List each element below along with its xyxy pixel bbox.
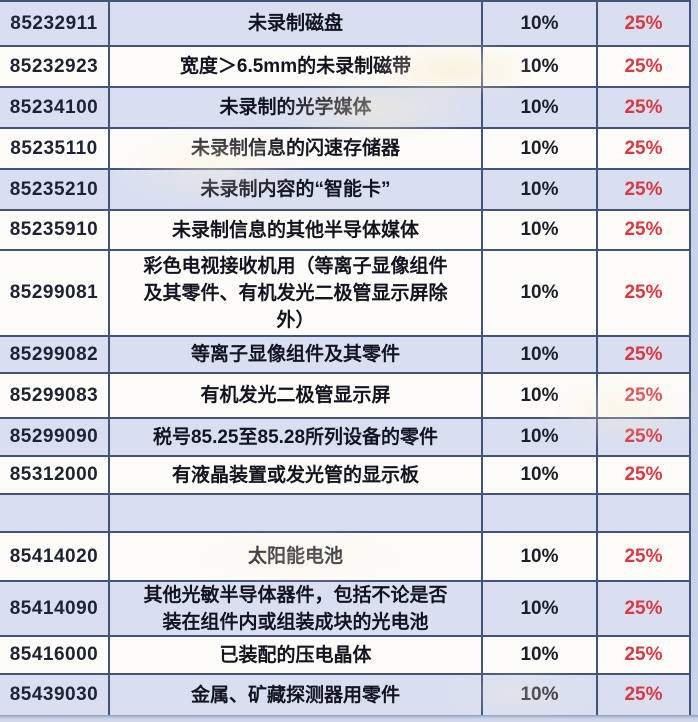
hs-code-cell: 85235910 xyxy=(0,211,110,249)
rate-before-cell: 10% xyxy=(483,2,598,45)
description-cell: 金属、矿藏探测器用零件 xyxy=(110,675,483,715)
description-cell: 等离子显像组件及其零件 xyxy=(110,337,483,372)
hs-code-cell: 85312000 xyxy=(0,457,110,493)
description-cell: 彩色电视接收机用（等离子显像组件 及其零件、有机发光二极管显示屏除 外） xyxy=(110,251,483,335)
rate-after-cell: 25% xyxy=(624,55,663,77)
rate-after-cell: 25% xyxy=(624,684,663,705)
rate-before-cell: 10% xyxy=(483,637,598,673)
rate-before-cell: 10% xyxy=(483,170,598,209)
hs-code-cell: 85299090 xyxy=(0,419,110,455)
rate-after-cell: 25% xyxy=(624,282,663,303)
table-row: 85299081 彩色电视接收机用（等离子显像组件 及其零件、有机发光二极管显示屏… xyxy=(0,251,689,337)
table-row: 85439030 金属、矿藏探测器用零件 10% 25% xyxy=(0,675,689,717)
table-row: 85235910 未录制信息的其他半导体媒体 10% 25% xyxy=(0,211,689,251)
hs-code-cell: 85299081 xyxy=(0,251,110,335)
table-bottom-edge xyxy=(0,715,698,722)
table-row: 85299083 有机发光二极管显示屏 10% 25% xyxy=(0,374,689,419)
table-row: 85232923 宽度＞6.5mm的未录制磁带 10% 25% xyxy=(0,47,689,88)
rate-before-cell: 10% xyxy=(483,419,598,455)
description-cell: 未录制的光学媒体 xyxy=(110,88,483,127)
description-cell: 未录制内容的“智能卡” xyxy=(110,170,483,209)
description-cell: 太阳能电池 xyxy=(110,533,483,580)
table-row: 85414020 太阳能电池 10% 25% xyxy=(0,533,689,582)
rate-before-cell: 10% xyxy=(483,457,598,493)
rate-before-cell: 10% xyxy=(483,251,598,335)
description-cell: 未录制信息的其他半导体媒体 xyxy=(110,211,483,249)
hs-code-cell: 85439030 xyxy=(0,675,110,715)
hs-code-cell: 85416000 xyxy=(0,637,110,673)
rate-after-cell: 25% xyxy=(624,384,663,406)
hs-code-cell: 85234100 xyxy=(0,88,110,127)
description-cell: 未录制磁盘 xyxy=(110,2,483,45)
rate-after-cell: 25% xyxy=(624,545,663,567)
table-row: 85312000 有液晶装置或发光管的显示板 10% 25% xyxy=(0,457,689,495)
table-row: 85235110 未录制信息的闪速存储器 10% 25% xyxy=(0,129,689,170)
table-row: 85299082 等离子显像组件及其零件 10% 25% xyxy=(0,337,689,374)
table-row: 85414090 其他光敏半导体器件，包括不论是否 装在组件内或组装成块的光电池 1… xyxy=(0,582,689,637)
rate-before-cell xyxy=(483,495,598,531)
rate-after-cell: 25% xyxy=(624,644,663,665)
rate-before-cell: 10% xyxy=(483,675,598,715)
table-row: 85416000 已装配的压电晶体 10% 25% xyxy=(0,637,689,675)
rate-after-cell: 25% xyxy=(624,12,663,34)
hs-code-cell: 85235110 xyxy=(0,129,110,168)
rate-before-cell: 10% xyxy=(483,533,598,580)
rate-after-cell xyxy=(598,495,689,531)
description-cell xyxy=(110,495,483,531)
description-cell: 有液晶装置或发光管的显示板 xyxy=(110,457,483,493)
hs-code-cell: 85414020 xyxy=(0,533,110,580)
hs-code-cell xyxy=(0,495,110,531)
rate-after-cell: 25% xyxy=(624,464,663,485)
description-cell: 有机发光二极管显示屏 xyxy=(110,374,483,417)
rate-after-cell: 25% xyxy=(624,137,663,159)
rate-before-cell: 10% xyxy=(483,88,598,127)
table-row: 85232911 未录制磁盘 10% 25% xyxy=(0,2,689,47)
hs-code-cell: 85414090 xyxy=(0,582,110,635)
rate-before-cell: 10% xyxy=(483,582,598,635)
rate-after-cell: 25% xyxy=(624,597,663,619)
table-row: 85235210 未录制内容的“智能卡” 10% 25% xyxy=(0,170,689,211)
rate-after-cell: 25% xyxy=(624,96,663,118)
rate-after-cell: 25% xyxy=(624,426,663,447)
hs-code-cell: 85299083 xyxy=(0,374,110,417)
description-cell: 未录制信息的闪速存储器 xyxy=(110,129,483,168)
hs-code-cell: 85235210 xyxy=(0,170,110,209)
hs-code-cell: 85232923 xyxy=(0,47,110,86)
rate-before-cell: 10% xyxy=(483,337,598,372)
rate-before-cell: 10% xyxy=(483,47,598,86)
table-row: 85299090 税号85.25至85.28所列设备的零件 10% 25% xyxy=(0,419,689,457)
description-cell: 其他光敏半导体器件，包括不论是否 装在组件内或组装成块的光电池 xyxy=(110,582,483,635)
rate-before-cell: 10% xyxy=(483,129,598,168)
description-cell: 已装配的压电晶体 xyxy=(110,637,483,673)
hs-code-cell: 85299082 xyxy=(0,337,110,372)
table-row: 85234100 未录制的光学媒体 10% 25% xyxy=(0,88,689,129)
description-cell: 税号85.25至85.28所列设备的零件 xyxy=(110,419,483,455)
table-row xyxy=(0,495,689,533)
rate-before-cell: 10% xyxy=(483,211,598,249)
rate-after-cell: 25% xyxy=(624,343,663,365)
rate-after-cell: 25% xyxy=(624,178,663,200)
rate-after-cell: 25% xyxy=(624,219,663,240)
description-cell: 宽度＞6.5mm的未录制磁带 xyxy=(110,47,483,86)
rate-before-cell: 10% xyxy=(483,374,598,417)
hs-code-cell: 85232911 xyxy=(0,2,110,45)
